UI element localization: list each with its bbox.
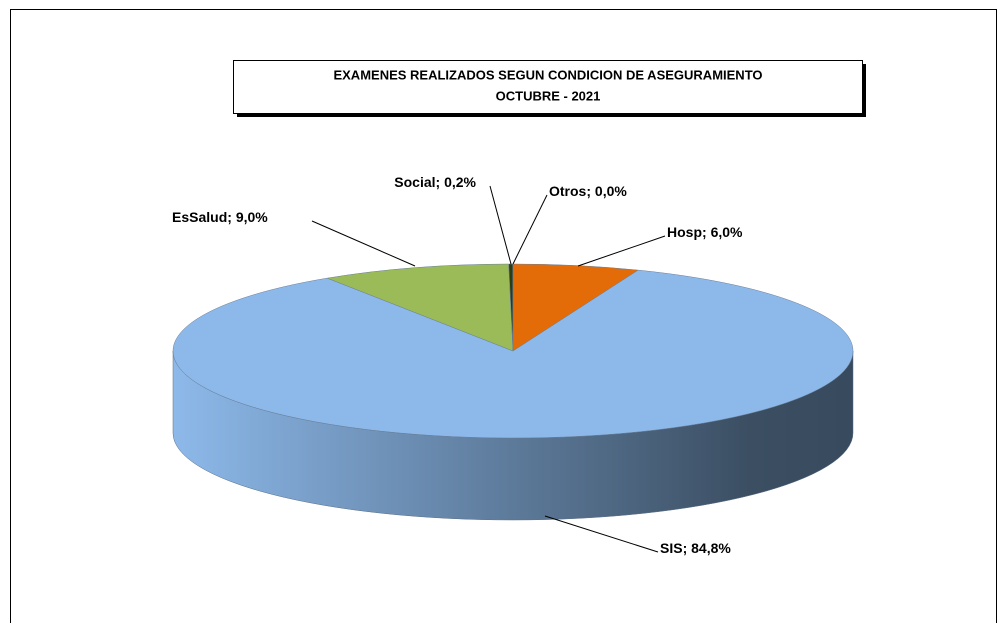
label-value: 0,0% — [595, 183, 627, 199]
title-box — [233, 60, 863, 114]
data-label: Otros; 0,0% — [549, 183, 627, 199]
label-separator: ; — [586, 183, 595, 199]
label-separator: ; — [227, 209, 236, 225]
label-separator: ; — [683, 540, 692, 556]
label-value: 9,0% — [236, 209, 268, 225]
slice — [326, 263, 514, 352]
label-value: 6,0% — [711, 224, 743, 240]
label-value: 0,2% — [444, 174, 476, 190]
label-separator: ; — [436, 174, 445, 190]
chart-subtitle: OCTUBRE - 2021 — [496, 88, 601, 103]
data-label: SIS; 84,8% — [660, 540, 731, 556]
slice — [172, 269, 854, 439]
data-label: EsSalud; 9,0% — [172, 209, 268, 225]
leader-line — [489, 185, 512, 265]
data-label: Social; 0,2% — [394, 174, 476, 190]
label-value: 84,8% — [691, 540, 731, 556]
leader-line — [544, 515, 659, 553]
leader-line — [512, 194, 548, 265]
label-category: Otros — [549, 183, 587, 199]
label-category: Social — [394, 174, 435, 190]
leader-line — [577, 235, 666, 267]
label-category: Hosp — [667, 224, 702, 240]
data-label: Hosp; 6,0% — [667, 224, 743, 240]
leader-line — [311, 220, 416, 267]
slice — [512, 263, 639, 352]
label-separator: ; — [702, 224, 711, 240]
label-category: SIS — [660, 540, 683, 556]
label-category: EsSalud — [172, 209, 227, 225]
chart-title: EXAMENES REALIZADOS SEGUN CONDICION DE A… — [333, 67, 762, 82]
